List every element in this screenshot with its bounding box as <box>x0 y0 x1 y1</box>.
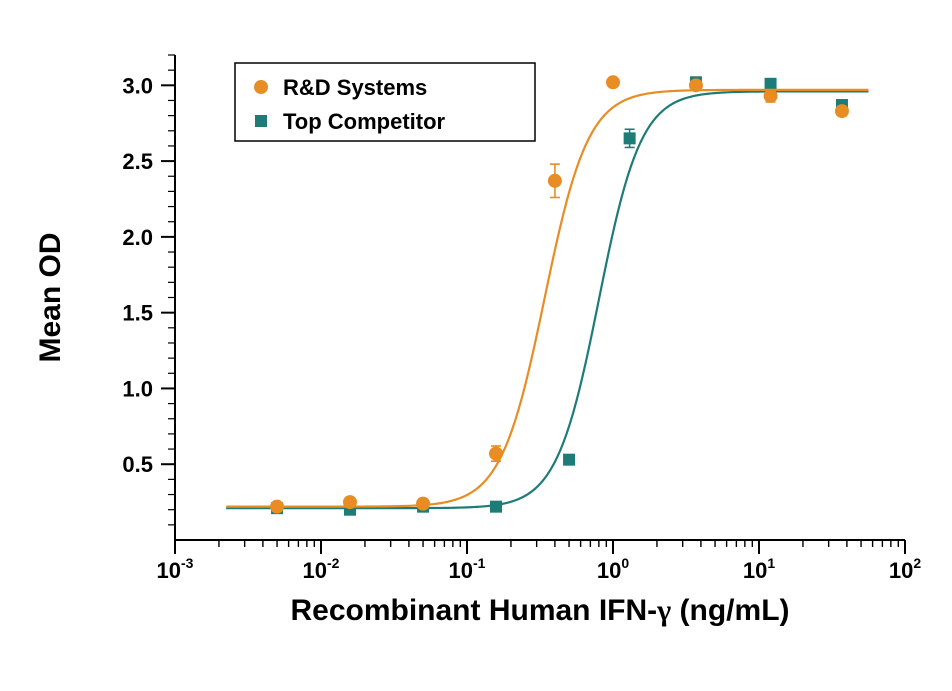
legend-label: Top Competitor <box>283 109 446 134</box>
svg-text:2.5: 2.5 <box>122 149 153 174</box>
legend-label: R&D Systems <box>283 75 427 100</box>
data-point <box>606 75 620 89</box>
dose-response-chart: 10-3 10-2 10-1 100 101 102 0.5 1.0 1.5 2.0 2.5 3.0 M… <box>0 0 952 691</box>
svg-text:1.5: 1.5 <box>122 301 153 326</box>
data-point <box>343 495 357 509</box>
y-axis-label: Mean OD <box>34 232 67 362</box>
data-point <box>490 501 502 513</box>
data-point <box>764 89 778 103</box>
data-point <box>489 447 503 461</box>
data-point <box>624 132 636 144</box>
svg-text:10-1: 10-1 <box>449 555 486 583</box>
legend-marker <box>255 115 267 127</box>
series-curve <box>226 91 868 508</box>
svg-text:10-3: 10-3 <box>157 555 194 583</box>
svg-text:102: 102 <box>889 555 921 583</box>
legend-marker <box>254 80 268 94</box>
svg-text:10-2: 10-2 <box>303 555 340 583</box>
data-point <box>765 78 777 90</box>
svg-text:3.0: 3.0 <box>122 73 153 98</box>
series-curve <box>226 90 868 507</box>
data-point <box>270 500 284 514</box>
svg-text:0.5: 0.5 <box>122 452 153 477</box>
data-point <box>548 174 562 188</box>
data-point <box>835 104 849 118</box>
svg-text:1.0: 1.0 <box>122 376 153 401</box>
svg-text:100: 100 <box>597 555 629 583</box>
chart-frame: 10-3 10-2 10-1 100 101 102 0.5 1.0 1.5 2.0 2.5 3.0 M… <box>0 0 952 691</box>
svg-text:2.0: 2.0 <box>122 225 153 250</box>
x-axis-label: Recombinant Human IFN-γ (ng/mL) <box>290 594 789 627</box>
data-point <box>416 497 430 511</box>
svg-text:101: 101 <box>743 555 775 583</box>
data-point <box>563 454 575 466</box>
data-point <box>689 78 703 92</box>
